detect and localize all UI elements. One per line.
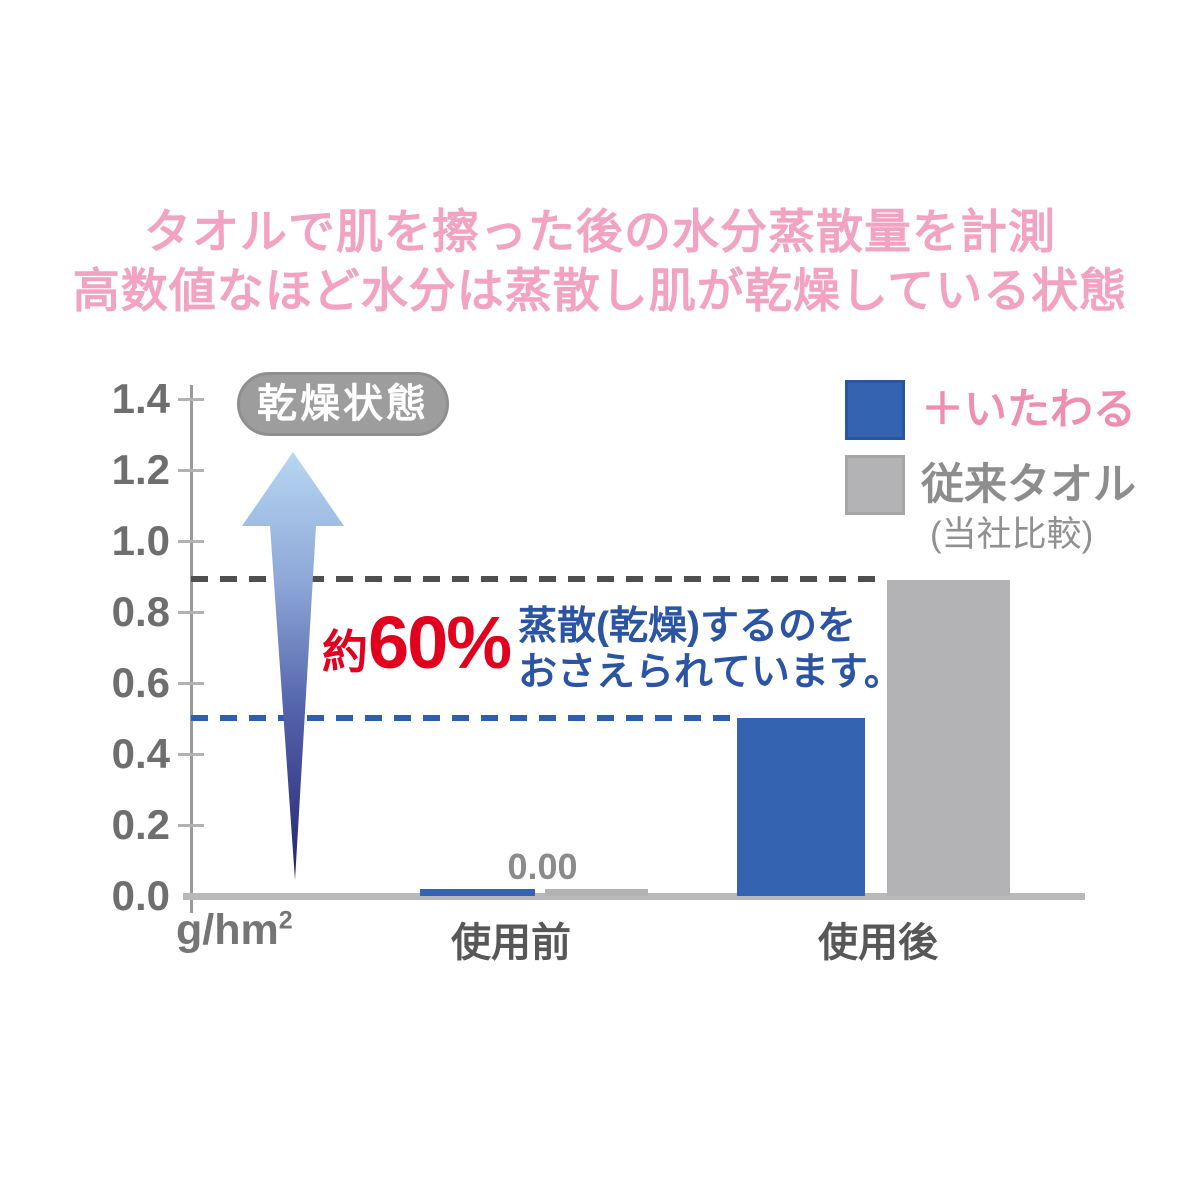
bar-使用後-series0 — [737, 718, 865, 896]
y-axis-tick-label: 0.4 — [111, 730, 170, 777]
x-category-after: 使用後 — [818, 921, 938, 965]
legend-swatch-itawaru — [845, 380, 905, 440]
y-axis-tick — [178, 469, 204, 472]
x-axis-baseline — [183, 893, 1085, 900]
y-axis-tick-label: 1.2 — [111, 446, 170, 493]
y-axis-tick — [178, 540, 204, 543]
y-axis-tick-label: 1.4 — [111, 375, 170, 422]
y-axis-tick-label: 1.0 — [111, 517, 170, 564]
bar-使用後-series1 — [887, 580, 1010, 896]
legend-label-itawaru: ＋いたわる — [921, 386, 1136, 434]
y-axis-tick — [178, 753, 204, 756]
reference-dashed-line — [191, 576, 885, 582]
up-arrow-icon — [242, 452, 344, 880]
y-axis-tick — [178, 611, 204, 614]
suppression-note-line1: 蒸散(乾燥)するのを — [518, 605, 856, 648]
chart-title-line2: 高数値なほど水分は蒸散し肌が乾燥している状態 — [72, 264, 1128, 317]
y-axis-tick — [178, 682, 204, 685]
bar-使用前-series0 — [420, 889, 535, 896]
y-axis-tick-label: 0.8 — [111, 588, 170, 635]
y-axis-tick-label: 0.6 — [111, 659, 170, 706]
chart-title-line1: タオルで肌を擦った後の水分蒸散量を計測 — [144, 205, 1056, 258]
legend-sublabel-comparison: (当社比較) — [930, 515, 1094, 554]
suppression-note-line2: おさえられています。 — [518, 651, 903, 694]
legend-swatch-conventional — [845, 455, 905, 515]
y-axis-line — [190, 385, 193, 913]
dry-state-badge: 乾燥状態 — [237, 372, 449, 436]
y-axis-tick-label: 0.2 — [111, 801, 170, 848]
y-axis-unit-label: g/hm2 — [176, 906, 293, 954]
percent-value: 60% — [368, 601, 512, 684]
value-label-zero: 0.00 — [507, 846, 578, 887]
reference-dashed-line — [191, 715, 737, 721]
chart-title: タオルで肌を擦った後の水分蒸散量を計測 高数値なほど水分は蒸散し肌が乾燥している… — [0, 202, 1200, 320]
y-axis-tick — [178, 398, 204, 401]
percent-prefix: 約 — [322, 626, 368, 678]
suppression-note: 蒸散(乾燥)するのを おさえられています。 — [518, 604, 903, 696]
x-category-before: 使用前 — [451, 921, 571, 965]
percent-annotation: 約 60% — [322, 600, 512, 685]
y-axis-tick-label: 0.0 — [111, 872, 170, 919]
legend-label-conventional: 従来タオル — [921, 461, 1136, 509]
bar-使用前-series1 — [545, 889, 648, 896]
y-axis-tick — [178, 824, 204, 827]
